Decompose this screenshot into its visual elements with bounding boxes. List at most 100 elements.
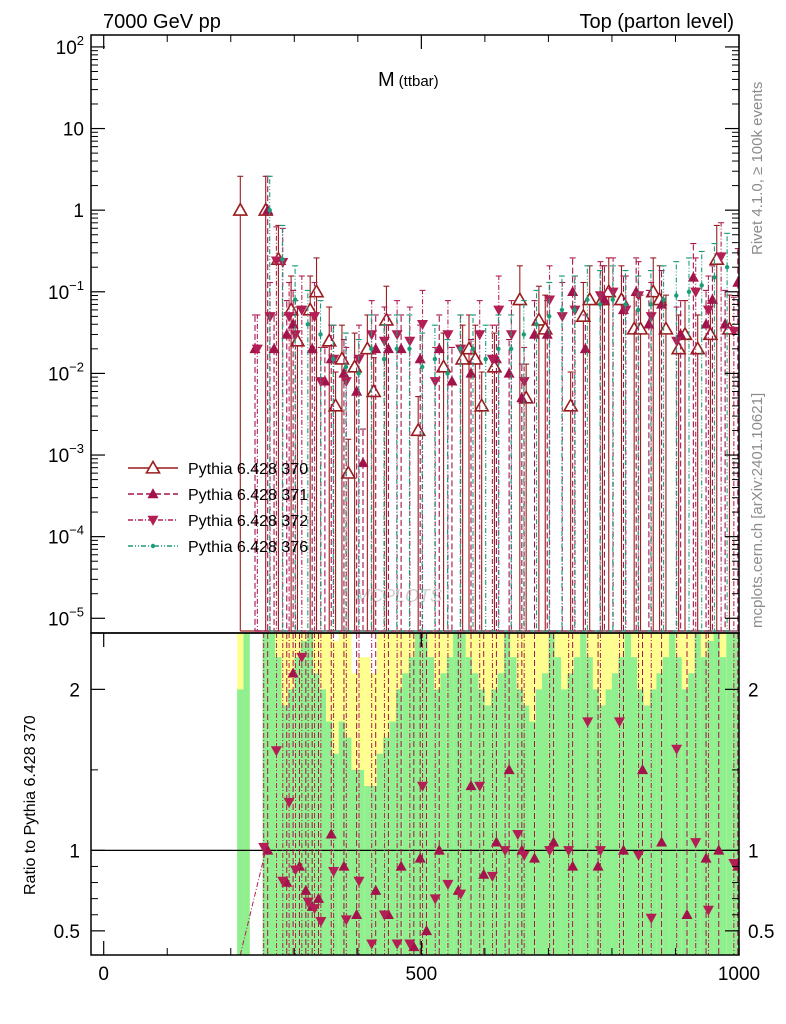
series-2-point-22: [493, 305, 505, 316]
green-band-bin-41: [510, 657, 517, 955]
green-band-bin-71: [700, 657, 708, 955]
ratio-series-0-point-0: [262, 844, 274, 855]
ratio-series-0-point-25: [567, 860, 579, 871]
green-band-bin-63: [650, 689, 657, 955]
series-1-point-19: [503, 367, 515, 378]
green-band-bin-15: [345, 737, 352, 955]
ratio-series-1-point-18: [442, 879, 454, 891]
ratio-series-1-point-15: [404, 939, 416, 950]
series-1-point-4: [287, 318, 299, 329]
ratio-series-1-point-26: [563, 846, 575, 857]
green-band-bin-1: [243, 633, 250, 955]
series-0-point-8: [327, 397, 344, 412]
ratio-series-1-point-25: [544, 846, 556, 857]
y-tick-label-2: 1: [73, 201, 84, 222]
series-0-point-22: [511, 291, 528, 306]
series-0-point-15: [410, 422, 427, 437]
legend-label-2: Pythia 6.428 372: [188, 513, 308, 530]
green-band-bin-59: [624, 633, 631, 955]
series-3-point-12: [419, 364, 425, 370]
series-1-point-12: [382, 342, 394, 354]
series-0-point-31: [613, 291, 630, 306]
mcplots-reference-label: mcplots.cern.ch [arXiv:2401.10621]: [749, 393, 766, 628]
legend-marker-2: [147, 515, 159, 526]
ratio-series-0-point-15: [421, 925, 433, 936]
green-band-bin-73: [713, 633, 720, 955]
series-2-point-4: [283, 312, 295, 323]
legend-label-1: Pythia 6.428 371: [188, 487, 308, 504]
series-0-point-20: [473, 397, 490, 412]
series-3-point-24: [572, 307, 577, 313]
series-3-point-35: [712, 275, 717, 280]
series-2-point-32: [645, 312, 657, 323]
ratio-series-1-point-27: [582, 717, 594, 728]
series-1-point-33: [706, 293, 718, 304]
ratio-series-1-point-19: [455, 889, 467, 900]
ratio-series-1-point-34: [702, 905, 714, 916]
series-2-point-16: [417, 320, 429, 331]
green-band-bin-24: [402, 673, 409, 955]
ratio-series-1-point-7: [309, 904, 321, 915]
series-2-point-6: [296, 305, 308, 316]
series-3-point-20: [521, 332, 527, 337]
series-2-point-21: [486, 354, 498, 365]
y-tick-label-0: 102: [56, 33, 84, 59]
watermark-label: MCPLOTS: [355, 586, 442, 606]
series-3-point-4: [318, 332, 323, 337]
legend-label-3: Pythia 6.428 376: [188, 539, 308, 556]
green-band-bin-17: [357, 769, 365, 955]
green-band-bin-33: [459, 633, 466, 955]
green-band-bin-3: [268, 633, 276, 955]
green-band-bin-66: [669, 633, 676, 955]
series-0-point-19: [467, 350, 484, 365]
legend: Pythia 6.428 370 Pythia 6.428 371 Pythia 6…: [128, 459, 308, 556]
green-band-bin-65: [662, 657, 670, 955]
green-band-bin-30: [440, 673, 447, 955]
series-2-point-5: [289, 330, 301, 341]
series-1-point-2: [268, 342, 280, 354]
series-1-point-25: [598, 293, 610, 304]
series-3-point-8: [369, 346, 374, 352]
ratio-series-1-point-11: [353, 876, 365, 887]
ratio-series-1-point-22: [499, 846, 511, 857]
plot-title: M (ttbar): [378, 69, 439, 91]
series-2-point-20: [474, 330, 486, 341]
ratio-y-tick-label-right-2: 0.5: [748, 922, 774, 943]
series-3-point-3: [305, 322, 311, 327]
series-0-point-16: [435, 358, 452, 373]
ratio-series-1-point-13: [378, 910, 390, 921]
green-band-bin-53: [586, 657, 593, 955]
green-band-bin-57: [611, 673, 619, 955]
series-2-point-0: [251, 344, 263, 355]
series-0-point-21: [486, 358, 503, 373]
green-band-bin-27: [421, 633, 428, 955]
series-3-point-27: [610, 297, 615, 302]
green-band-bin-58: [618, 657, 625, 955]
series-3-point-29: [635, 307, 641, 313]
ratio-series-1-point-6: [302, 897, 314, 908]
series-3-point-13: [432, 356, 438, 362]
series-1-point-20: [516, 392, 528, 403]
ratio-series-1-point-28: [594, 846, 606, 857]
series-0-point-24: [531, 311, 547, 326]
legend-marker-1: [147, 488, 159, 499]
series-1-point-3: [281, 328, 293, 339]
series-3-point-16: [470, 346, 476, 352]
green-band-bin-44: [529, 721, 536, 955]
series-3-point-21: [534, 322, 539, 327]
series-3-point-15: [458, 346, 463, 352]
green-band-bin-16: [351, 769, 358, 955]
green-band-bin-22: [389, 721, 396, 955]
main-y-axis: 102 10 1 10−1 10−2 10−3 10−4 10−5: [48, 33, 739, 630]
series-3-point-14: [445, 371, 450, 376]
green-band-bin-70: [694, 633, 701, 955]
series-0-point-26: [562, 397, 579, 412]
series-1-point-13: [395, 342, 407, 354]
x-tick-label-0: 0: [98, 964, 109, 985]
ratio-series-0-point-18: [465, 780, 477, 791]
green-band-bin-64: [656, 673, 663, 955]
series-1-point-32: [700, 318, 712, 329]
ratio-series-1-point-14: [391, 939, 403, 950]
series-2-point-35: [702, 305, 714, 316]
green-band-bin-29: [434, 689, 441, 955]
